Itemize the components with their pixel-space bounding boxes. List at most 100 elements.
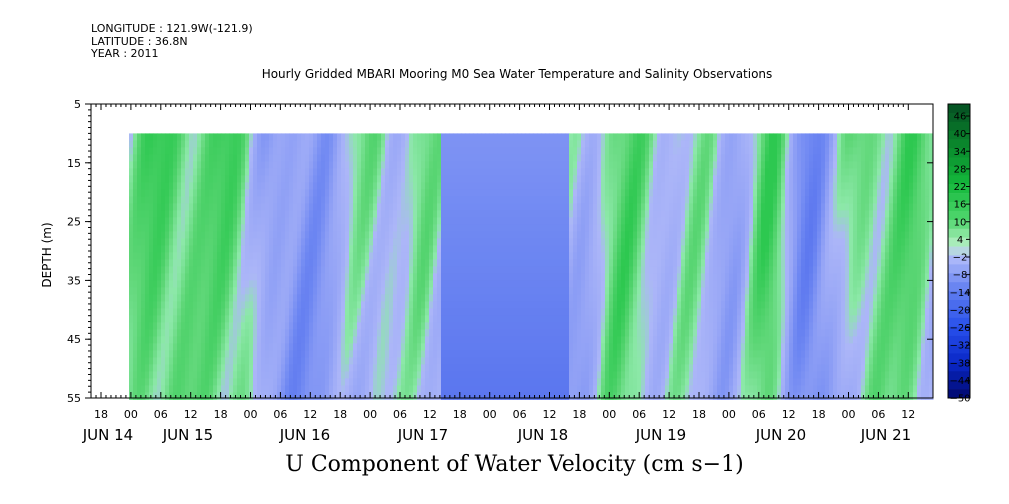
colorbar-swatch (948, 344, 970, 354)
x-hour-label: 18 (94, 408, 108, 421)
x-hour-label: 06 (393, 408, 407, 421)
colorbar-label: −8 (953, 270, 968, 281)
x-axis-label: U Component of Water Velocity (cm s−1) (285, 452, 744, 477)
colorbar-swatch (948, 166, 970, 176)
colorbar-swatch (948, 112, 970, 123)
latitude-label: LATITUDE : 36.8N (91, 34, 188, 48)
colorbar-label: 46 (954, 112, 967, 123)
colorbar-swatch (948, 148, 970, 158)
colorbar-label: 40 (954, 129, 967, 140)
x-hour-label: 18 (692, 408, 706, 421)
colorbar-label: −2 (953, 253, 968, 264)
colorbar-swatch (948, 317, 970, 328)
colorbar-swatch (948, 228, 970, 238)
colorbar-label: −14 (949, 288, 970, 299)
colorbar-label: −20 (949, 305, 970, 316)
x-day-label: JUN 18 (517, 426, 568, 444)
y-tick-label: 25 (67, 216, 81, 229)
colorbar-swatch (948, 300, 970, 310)
colorbar-swatch (948, 246, 970, 256)
colorbar-swatch (948, 282, 970, 292)
y-tick-label: 55 (67, 392, 81, 405)
x-hour-label: 00 (483, 408, 497, 421)
longitude-label: LONGITUDE : 121.9W(-121.9) (91, 22, 253, 35)
colorbar-swatch (948, 104, 970, 114)
x-hour-label: 18 (453, 408, 467, 421)
x-hour-label: 00 (363, 408, 377, 421)
colorbar-swatch (948, 380, 970, 390)
x-hour-label: 18 (812, 408, 826, 421)
colorbar: 46 40 34 28 22 16 10 4 −2 −8 −14 −20 −26 −32 −38 −44 −50 (947, 103, 971, 405)
colorbar-swatch (948, 326, 970, 336)
x-day-label: JUN 14 (82, 426, 133, 444)
colorbar-swatch (948, 157, 970, 167)
x-day-label: JUN 20 (755, 426, 806, 444)
x-hour-label: 18 (572, 408, 586, 421)
x-hour-label: 06 (273, 408, 287, 421)
colorbar-label: −32 (949, 341, 970, 352)
x-day-label: JUN 21 (860, 426, 911, 444)
colorbar-swatch (948, 264, 970, 274)
x-hour-label: 12 (662, 408, 676, 421)
x-hour-label: 06 (513, 408, 527, 421)
colorbar-label: −26 (949, 323, 970, 334)
colorbar-label: −44 (949, 376, 970, 387)
colorbar-label: 34 (954, 147, 967, 158)
x-hour-label: 06 (154, 408, 168, 421)
colorbar-swatch (948, 139, 970, 149)
x-hour-label: 12 (423, 408, 437, 421)
colorbar-swatch (948, 389, 970, 399)
y-tick-label: 45 (67, 333, 81, 346)
x-hour-label: 12 (184, 408, 198, 421)
colorbar-label: 28 (954, 164, 967, 175)
x-day-label: JUN 19 (635, 426, 686, 444)
x-hour-label: 00 (602, 408, 616, 421)
x-hour-label: 00 (842, 408, 856, 421)
y-axis-label: DEPTH (m) (40, 222, 54, 288)
colorbar-swatch (948, 255, 970, 265)
colorbar-frame (947, 103, 971, 399)
x-hour-label: 06 (752, 408, 766, 421)
colorbar-label: −50 (949, 394, 970, 405)
x-hour-label: 12 (782, 408, 796, 421)
x-hour-label: 12 (901, 408, 915, 421)
colorbar-swatch (948, 175, 970, 185)
x-day-label: JUN 15 (162, 426, 213, 444)
colorbar-swatch (948, 130, 970, 140)
x-axis: 18 00 06 12 18 00 06 12 18 00 06 12 18 00 06 12 18 00 06 12… (82, 104, 915, 444)
colorbar-swatch (948, 210, 970, 221)
x-hour-label: 06 (871, 408, 885, 421)
x-hour-label: 00 (244, 408, 258, 421)
colorbar-swatch (948, 219, 970, 230)
colorbar-label: 16 (954, 200, 967, 211)
y-tick-label: 5 (74, 98, 81, 111)
chart-title: Hourly Gridded MBARI Mooring M0 Sea Wate… (261, 67, 773, 81)
colorbar-label: 4 (957, 235, 963, 246)
colorbar-label: 10 (954, 217, 967, 228)
y-tick-label: 15 (67, 157, 81, 170)
colorbar-label: −38 (949, 358, 970, 369)
mooring-metadata: LONGITUDE : 121.9W(-121.9) LATITUDE : 36… (91, 22, 253, 61)
colorbar-swatch (948, 193, 970, 203)
x-hour-label: 00 (124, 408, 138, 421)
colorbar-swatch (948, 184, 970, 194)
x-day-label: JUN 17 (397, 426, 448, 444)
y-tick-label: 35 (67, 274, 81, 287)
y-axis: 5 15 25 35 45 55 (67, 98, 933, 405)
x-hour-label: 18 (333, 408, 347, 421)
colorbar-swatch (948, 371, 970, 381)
colorbar-swatch (948, 362, 970, 372)
year-label: YEAR : 2011 (91, 47, 159, 60)
x-hour-label: 12 (543, 408, 557, 421)
x-day-label: JUN 16 (279, 426, 330, 444)
colorbar-swatch (948, 308, 970, 319)
heatmap-field (129, 133, 934, 400)
colorbar-swatch (948, 273, 970, 283)
colorbar-label: 22 (954, 182, 967, 193)
x-hour-label: 06 (632, 408, 646, 421)
colorbar-swatch (948, 335, 970, 345)
colorbar-swatch (948, 353, 970, 363)
colorbar-swatch (948, 237, 970, 247)
x-hour-label: 12 (303, 408, 317, 421)
